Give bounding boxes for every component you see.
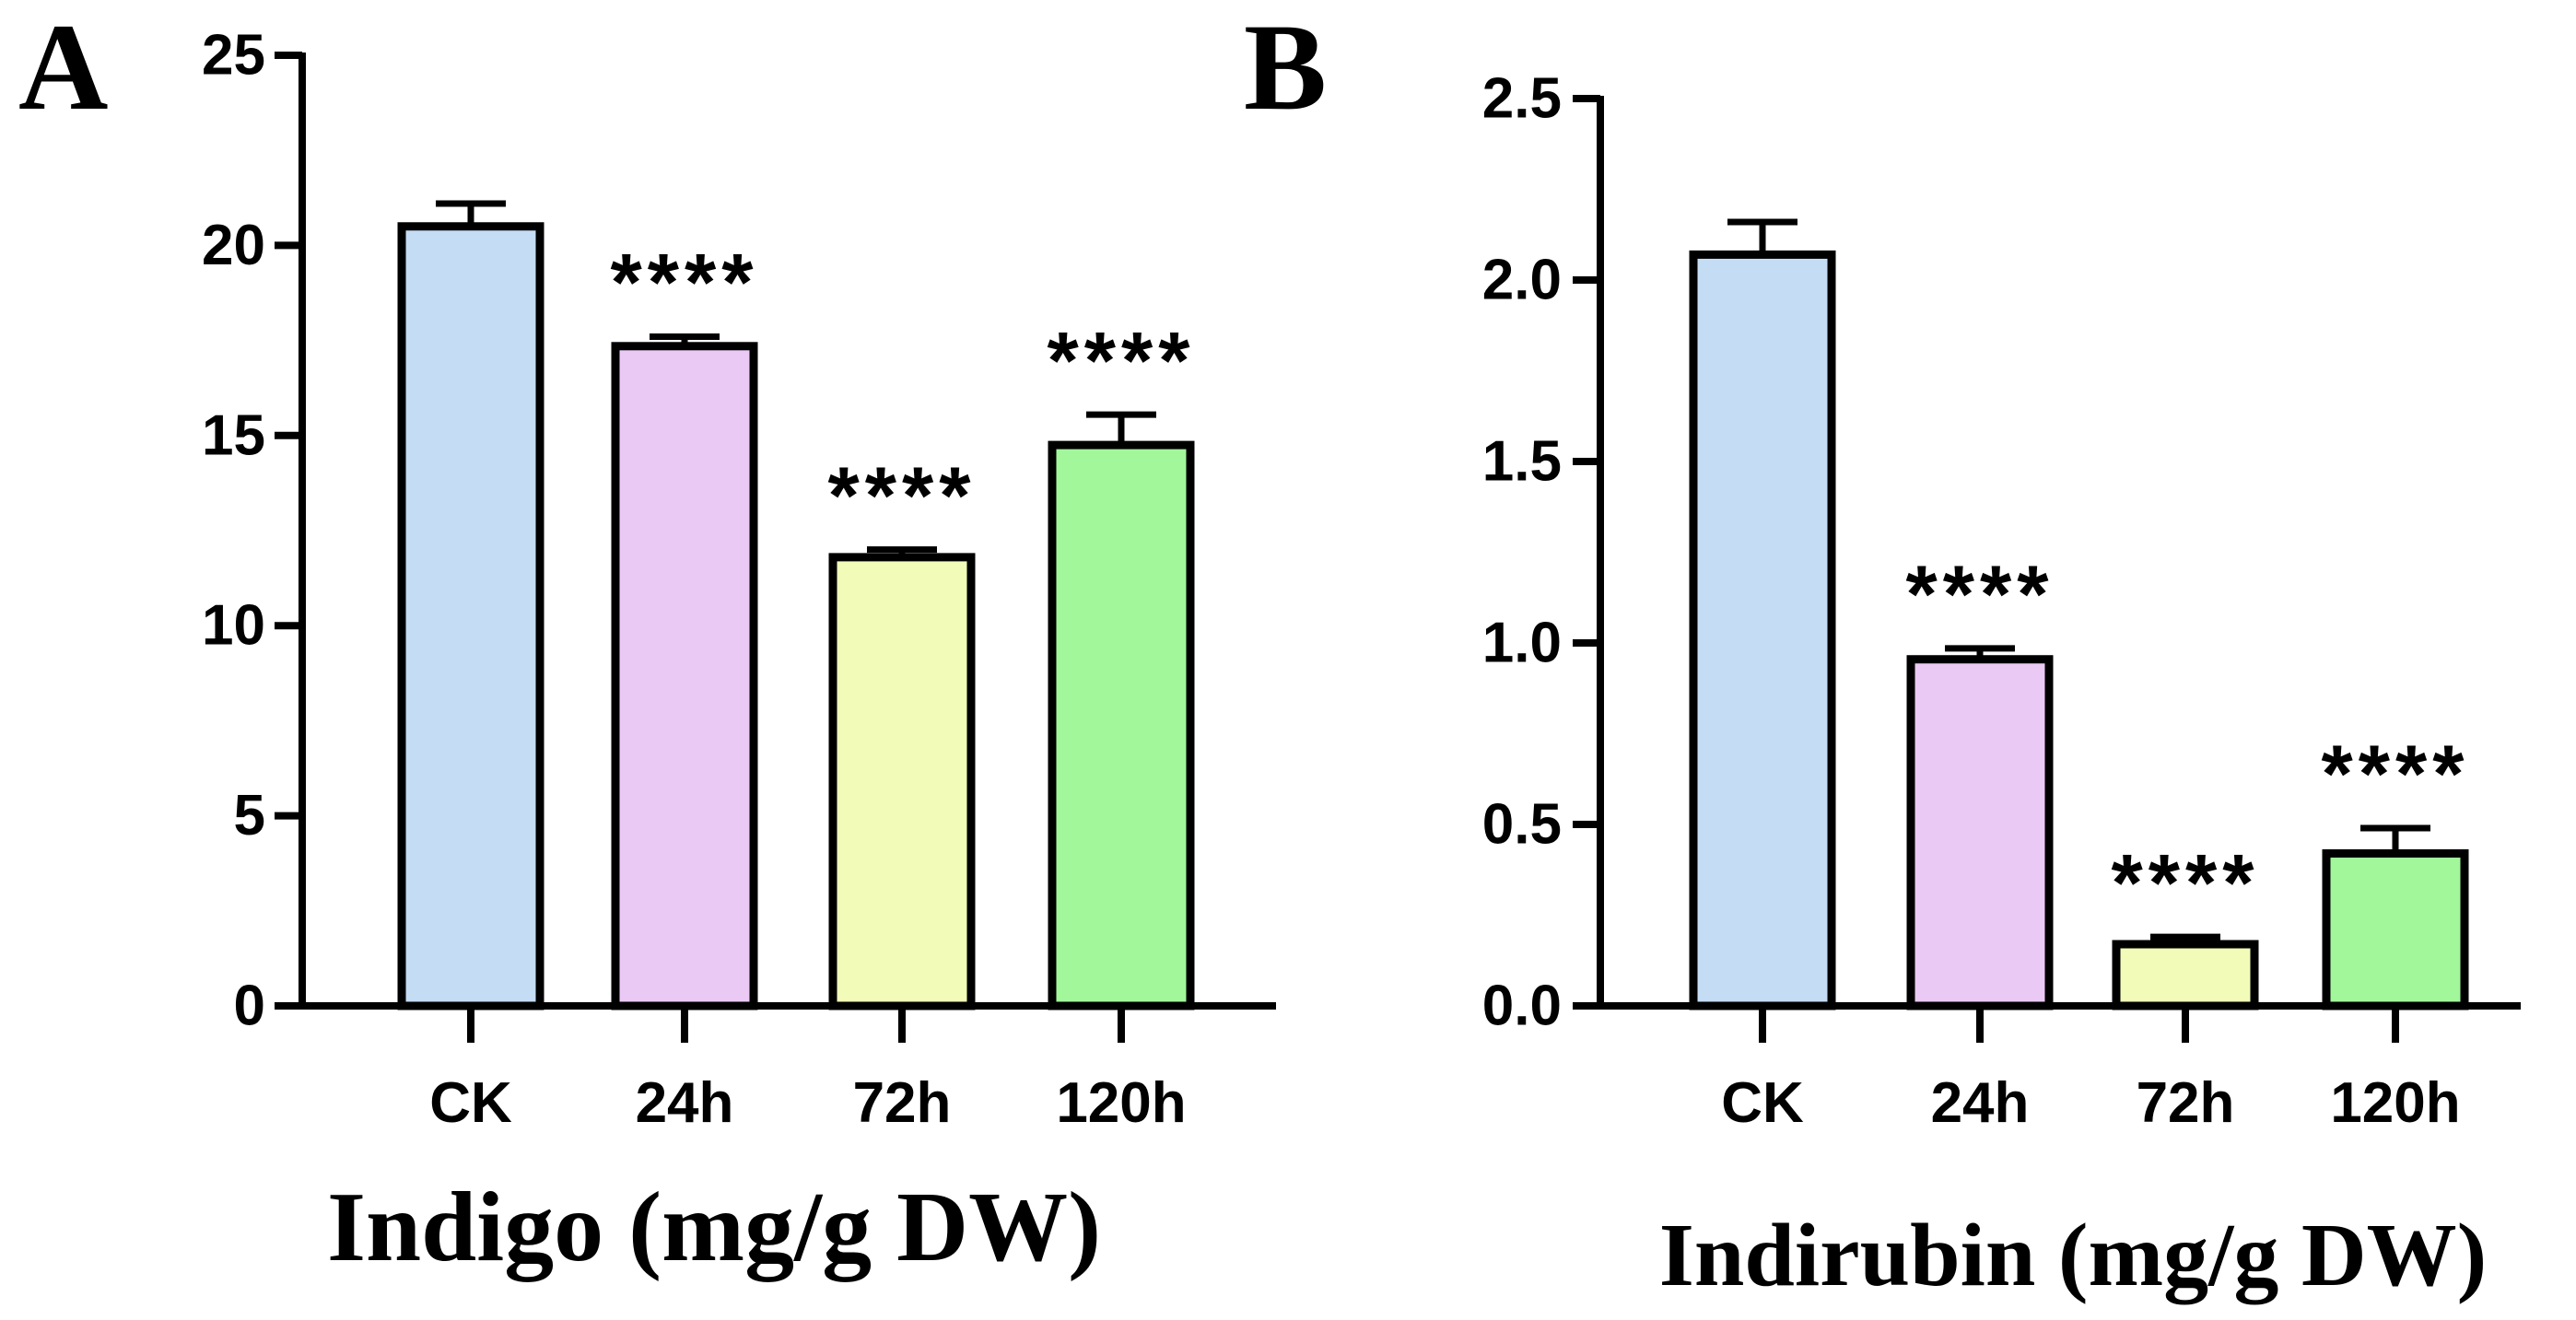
x-tick-label: 24h: [1931, 1071, 2030, 1135]
x-tick-label: 72h: [853, 1071, 952, 1135]
y-tick-label: 0.5: [1482, 793, 1562, 857]
panel-b: B **** **** **** 0.0 0.5 1.0 1.5 2.0 2.5 CK 24h 72h 1…: [1244, 0, 2521, 1305]
y-tick-label: 10: [202, 594, 265, 658]
bar-ck: [1689, 250, 1836, 1010]
x-tick-label: 120h: [2330, 1071, 2460, 1135]
y-tick-label: 2.5: [1482, 67, 1562, 131]
bar-120h: [2322, 849, 2469, 1010]
bar-72h: [828, 553, 976, 1010]
bar-24h: [611, 342, 758, 1010]
panel-letter: A: [18, 0, 109, 136]
x-axis-title: Indirubin (mg/g DW): [1659, 1206, 2488, 1305]
y-tick-label: 5: [234, 784, 265, 847]
x-tick-label: CK: [1721, 1071, 1804, 1135]
bar-24h: [1906, 655, 2054, 1010]
panel-letter: B: [1244, 0, 1327, 136]
significance-label: ****: [2112, 836, 2260, 928]
x-tick-label: 120h: [1056, 1071, 1186, 1135]
y-tick-label: 0.0: [1482, 975, 1562, 1038]
significance-label: ****: [1048, 314, 1196, 405]
significance-label: ****: [611, 237, 759, 328]
significance-label: ****: [1906, 548, 2055, 639]
y-tick-label: 15: [202, 403, 265, 467]
x-tick-label: 72h: [2137, 1071, 2235, 1135]
y-tick-label: 25: [202, 24, 265, 88]
y-tick-label: 20: [202, 214, 265, 277]
x-axis-title: Indigo (mg/g DW): [327, 1173, 1101, 1282]
significance-label: ****: [828, 450, 977, 541]
y-tick-label: 2.0: [1482, 249, 1562, 312]
y-tick-label: 1.0: [1482, 612, 1562, 675]
bar-ck: [397, 222, 544, 1010]
panel-a: A **** **** **** 0 5 10 15 20 25 CK 24h 72h 120h Indig…: [18, 0, 1276, 1282]
significance-label: ****: [2322, 728, 2470, 819]
x-tick-label: CK: [429, 1071, 512, 1135]
x-tick-label: 24h: [636, 1071, 734, 1135]
y-tick-label: 1.5: [1482, 430, 1562, 494]
y-tick-label: 0: [234, 975, 265, 1038]
bar-120h: [1048, 440, 1195, 1010]
bar-72h: [2112, 940, 2259, 1010]
